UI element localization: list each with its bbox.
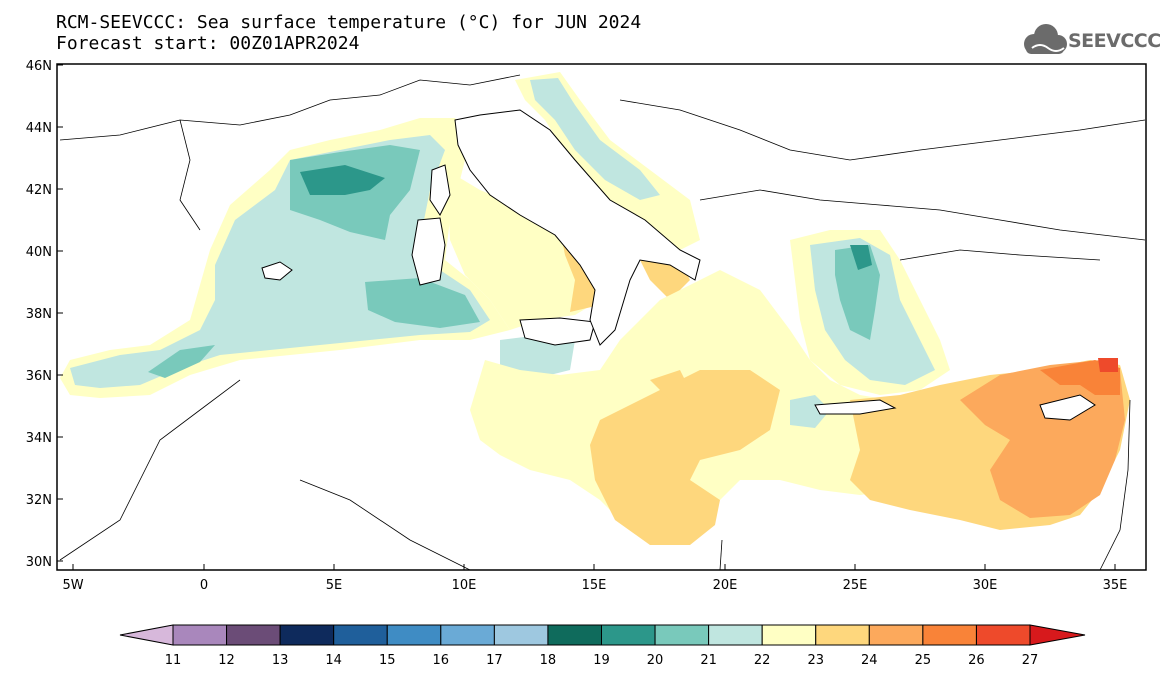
lat-label: 36N — [26, 369, 52, 384]
lon-label: 25E — [843, 578, 868, 593]
borders — [59, 74, 1146, 571]
logo-text: SEEVCCC — [1068, 30, 1161, 52]
colorbar-box — [333, 624, 388, 646]
colorbar-min-arrow — [119, 624, 174, 646]
colorbar-label: 15 — [379, 653, 396, 668]
sst-western-19 — [300, 165, 385, 195]
colorbar-box — [815, 624, 870, 646]
sst-aegean-19 — [850, 245, 872, 270]
crete — [814, 399, 897, 415]
colorbar-label: 12 — [218, 653, 235, 668]
lat-label: 38N — [26, 307, 52, 322]
colorbar-label: 24 — [861, 653, 878, 668]
sst-levant-27 — [1098, 358, 1118, 372]
colorbar-box — [922, 624, 977, 646]
sst-tyrrhenian — [448, 175, 600, 330]
lon-label: 35E — [1103, 578, 1128, 593]
colorbar-box — [386, 624, 442, 646]
lon-label: 5E — [326, 578, 343, 593]
colorbar-label: 13 — [272, 653, 289, 668]
colorbar-label: 18 — [540, 653, 557, 668]
colorbar-label: 14 — [325, 653, 342, 668]
colorbar-label: 22 — [754, 653, 771, 668]
colorbar-max-arrow — [1029, 624, 1086, 646]
colorbar-labels: 11 12 13 14 15 16 17 18 19 20 21 22 23 24 25 26 27 — [165, 653, 1039, 668]
lon-axis: 5W 0 5E 10E 15E 20E 25E 30E 35E — [62, 564, 1127, 593]
sicily — [519, 317, 596, 346]
colorbar-box — [493, 624, 549, 646]
lat-label: 46N — [26, 59, 52, 74]
colorbar-label: 19 — [593, 653, 610, 668]
lon-label: 0 — [200, 578, 208, 593]
sst-adriatic-21 — [530, 78, 660, 200]
lon-label: 5W — [62, 578, 83, 593]
sst-field — [60, 72, 1130, 545]
colorbar-box — [708, 624, 763, 646]
lon-label: 20E — [713, 578, 738, 593]
colorbar-label: 11 — [165, 653, 182, 668]
sardinia — [411, 217, 446, 286]
map-title: RCM-SEEVCCC: Sea surface temperature (°C… — [56, 12, 642, 33]
colorbar-label: 16 — [433, 653, 450, 668]
lon-label: 10E — [452, 578, 477, 593]
lon-label: 30E — [973, 578, 998, 593]
colorbar-box — [975, 624, 1031, 646]
colorbar-label: 23 — [807, 653, 824, 668]
sst-ionian-24 — [650, 370, 690, 400]
colorbar-box — [761, 624, 817, 646]
sst-aegean-20 — [835, 245, 880, 340]
sst-crete-21 — [790, 395, 830, 428]
lat-label: 40N — [26, 245, 52, 260]
seevccc-logo — [1024, 24, 1067, 54]
colorbar-box — [601, 624, 656, 646]
lat-label: 32N — [26, 493, 52, 508]
colorbar-box — [868, 624, 924, 646]
forecast-start-label: Forecast start: 00Z01APR2024 — [56, 33, 360, 54]
colorbar-boxes — [119, 624, 1086, 646]
sst-alboran-20 — [148, 345, 215, 378]
sst-balearic-20 — [365, 278, 480, 328]
colorbar-label: 20 — [647, 653, 664, 668]
cyprus — [1039, 394, 1096, 421]
colorbar-box — [547, 624, 602, 646]
colorbar-label: 25 — [915, 653, 932, 668]
sst-libya-24 — [590, 370, 780, 545]
plot-border — [56, 63, 1147, 571]
colorbar-box — [279, 624, 335, 646]
lat-label: 30N — [26, 555, 52, 570]
colorbar-label: 17 — [486, 653, 503, 668]
colorbar-box — [226, 624, 281, 646]
mallorca — [261, 261, 293, 281]
lat-label: 44N — [26, 121, 52, 136]
lat-label: 34N — [26, 431, 52, 446]
colorbar-box — [654, 624, 710, 646]
land — [261, 109, 1096, 421]
sst-sicily-21 — [500, 335, 575, 380]
colorbar-box — [440, 624, 495, 646]
corsica — [429, 164, 451, 216]
lat-label: 42N — [26, 183, 52, 198]
lat-axis: 46N 44N 42N 40N 38N 36N 34N 32N 30N — [26, 59, 63, 570]
colorbar-label: 21 — [700, 653, 717, 668]
italy — [454, 109, 701, 346]
colorbar-label: 27 — [1022, 653, 1039, 668]
colorbar-box — [172, 624, 228, 646]
lon-label: 15E — [582, 578, 607, 593]
colorbar-label: 26 — [968, 653, 985, 668]
